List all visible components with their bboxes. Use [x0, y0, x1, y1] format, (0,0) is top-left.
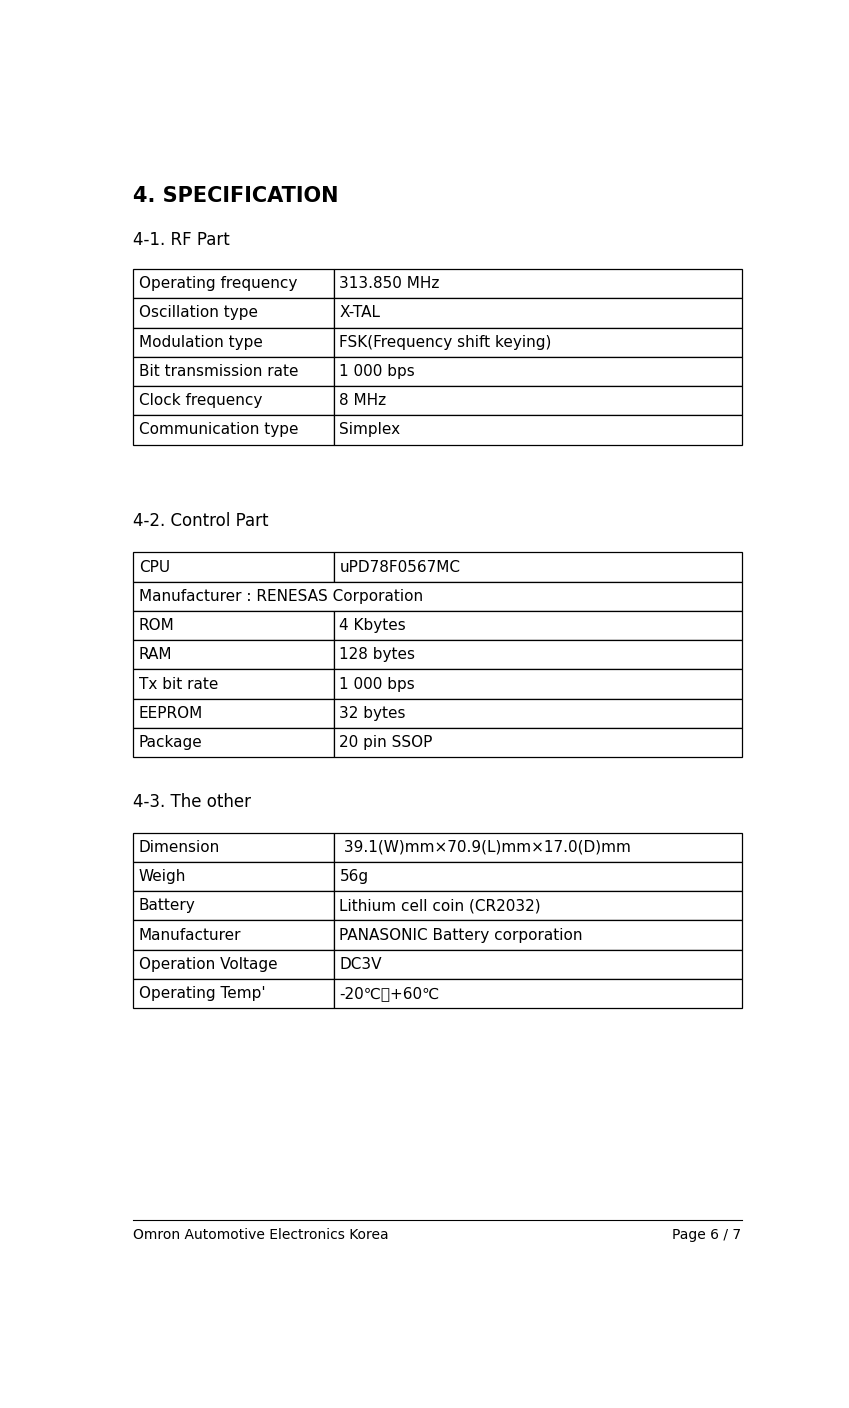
Text: Package: Package [138, 735, 202, 750]
Bar [334, 698, 742, 728]
Bar [133, 269, 334, 298]
Text: Operation Voltage: Operation Voltage [138, 957, 278, 972]
Text: RAM: RAM [138, 648, 172, 662]
Bar [133, 669, 334, 698]
Bar [334, 950, 742, 979]
Text: Weigh: Weigh [138, 869, 186, 884]
Bar [334, 328, 742, 356]
Bar [334, 862, 742, 891]
Bar [133, 728, 334, 758]
Bar [334, 891, 742, 921]
Bar [133, 298, 334, 328]
Bar [133, 832, 334, 862]
Bar [334, 415, 742, 445]
Bar [133, 979, 334, 1008]
Text: Communication type: Communication type [138, 422, 298, 438]
Bar [133, 415, 334, 445]
Text: 1 000 bps: 1 000 bps [340, 365, 415, 379]
Text: 128 bytes: 128 bytes [340, 648, 415, 662]
Text: 313.850 MHz: 313.850 MHz [340, 276, 440, 291]
Text: 32 bytes: 32 bytes [340, 705, 406, 721]
Bar [133, 582, 742, 611]
Text: 4. SPECIFICATION: 4. SPECIFICATION [133, 186, 339, 206]
Text: uPD78F0567MC: uPD78F0567MC [340, 559, 460, 574]
Bar [334, 979, 742, 1008]
Text: Tx bit rate: Tx bit rate [138, 677, 218, 691]
Text: 8 MHz: 8 MHz [340, 393, 386, 408]
Text: -20℃～+60℃: -20℃～+60℃ [340, 986, 440, 1001]
Text: CPU: CPU [138, 559, 170, 574]
Bar [334, 552, 742, 582]
Text: Omron Automotive Electronics Korea: Omron Automotive Electronics Korea [133, 1228, 389, 1242]
Text: 4-2. Control Part: 4-2. Control Part [133, 511, 269, 529]
Text: Operating frequency: Operating frequency [138, 276, 297, 291]
Bar [334, 356, 742, 386]
Bar [133, 891, 334, 921]
Text: 4-1. RF Part: 4-1. RF Part [133, 231, 230, 249]
Bar [334, 728, 742, 758]
Text: 39.1(W)mm×70.9(L)mm×17.0(D)mm: 39.1(W)mm×70.9(L)mm×17.0(D)mm [340, 839, 632, 855]
Bar [133, 950, 334, 979]
Text: Manufacturer : RENESAS Corporation: Manufacturer : RENESAS Corporation [138, 589, 423, 604]
Bar [334, 269, 742, 298]
Text: FSK(Frequency shift keying): FSK(Frequency shift keying) [340, 335, 552, 349]
Text: Simplex: Simplex [340, 422, 401, 438]
Bar [334, 298, 742, 328]
Text: 4 Kbytes: 4 Kbytes [340, 618, 406, 634]
Text: 56g: 56g [340, 869, 368, 884]
Text: Manufacturer: Manufacturer [138, 928, 241, 942]
Bar [334, 832, 742, 862]
Text: X-TAL: X-TAL [340, 306, 380, 321]
Bar [133, 641, 334, 669]
Text: Oscillation type: Oscillation type [138, 306, 258, 321]
Text: 20 pin SSOP: 20 pin SSOP [340, 735, 433, 750]
Bar [133, 862, 334, 891]
Bar [334, 641, 742, 669]
Text: DC3V: DC3V [340, 957, 382, 972]
Bar [133, 611, 334, 641]
Bar [334, 921, 742, 950]
Text: Lithium cell coin (CR2032): Lithium cell coin (CR2032) [340, 898, 541, 914]
Text: 1 000 bps: 1 000 bps [340, 677, 415, 691]
Bar [133, 552, 334, 582]
Text: Modulation type: Modulation type [138, 335, 262, 349]
Text: ROM: ROM [138, 618, 174, 634]
Text: 4-3. The other: 4-3. The other [133, 793, 251, 811]
Text: Operating Temp': Operating Temp' [138, 986, 265, 1001]
Bar [133, 386, 334, 415]
Text: Clock frequency: Clock frequency [138, 393, 262, 408]
Text: Bit transmission rate: Bit transmission rate [138, 365, 298, 379]
Bar [334, 386, 742, 415]
Text: Dimension: Dimension [138, 839, 220, 855]
Bar [334, 611, 742, 641]
Text: Battery: Battery [138, 898, 195, 914]
Bar [133, 356, 334, 386]
Bar [133, 921, 334, 950]
Bar [133, 698, 334, 728]
Text: PANASONIC Battery corporation: PANASONIC Battery corporation [340, 928, 583, 942]
Bar [334, 669, 742, 698]
Bar [133, 328, 334, 356]
Text: Page 6 / 7: Page 6 / 7 [672, 1228, 742, 1242]
Text: EEPROM: EEPROM [138, 705, 203, 721]
